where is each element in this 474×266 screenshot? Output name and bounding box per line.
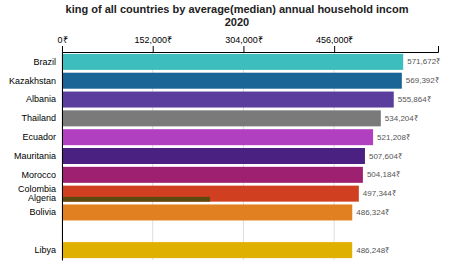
data-label: 521,208₹: [377, 133, 411, 142]
bar: [62, 148, 365, 164]
x-axis-line: [63, 46, 439, 53]
bar: [62, 186, 359, 202]
x-tick-label: 304,000₹: [225, 35, 263, 45]
y-tick-label-line: Thailand: [21, 113, 56, 123]
x-tick-mark: [334, 46, 335, 52]
x-tick: 456,000₹: [316, 35, 354, 52]
chart-svg: king of all countries by average(median)…: [0, 0, 474, 266]
bar: [62, 242, 352, 258]
bar: [62, 92, 394, 108]
bar: [62, 167, 363, 183]
y-tick-label-line: Ecuador: [22, 132, 56, 142]
y-tick-label: Thailand: [21, 113, 56, 123]
y-tick-label-line: Bolivia: [29, 207, 56, 217]
bar: [62, 54, 403, 70]
y-tick-label-line: Colombia: [18, 184, 56, 194]
y-tick: Thailand: [21, 113, 56, 123]
x-tick-mark: [153, 46, 154, 52]
x-tick: 304,000₹: [225, 35, 263, 52]
data-label: 571,672₹: [407, 57, 441, 66]
bar: [62, 129, 373, 145]
data-label: 555,864₹: [398, 95, 432, 104]
y-tick: Albania: [26, 94, 56, 104]
data-label: 504,184₹: [367, 170, 401, 179]
x-tick-label: 456,000₹: [316, 35, 354, 45]
data-label: 534,204₹: [385, 114, 419, 123]
y-tick-label: Brazil: [33, 57, 56, 67]
data-label: 486,248₹: [356, 246, 390, 255]
y-tick-label: Mauritania: [14, 151, 56, 161]
data-label: 569,392₹: [406, 76, 440, 85]
bar: [62, 73, 402, 89]
y-tick: ColombiaAlgeria: [18, 184, 56, 204]
y-tick-label: Kazakhstan: [9, 76, 56, 86]
grid-line: [62, 52, 63, 260]
x-tick-label: 0₹: [57, 35, 67, 45]
y-tick-label: Bolivia: [29, 207, 56, 217]
y-tick-label-line: Mauritania: [14, 151, 56, 161]
y-tick-label: Morocco: [21, 170, 56, 180]
y-tick-label-line: Algeria: [28, 193, 56, 203]
y-tick-label-line: Brazil: [33, 57, 56, 67]
y-tick: Mauritania: [14, 151, 56, 161]
y-tick: Brazil: [33, 57, 56, 67]
bars: [62, 54, 403, 258]
bar: [62, 197, 210, 202]
y-tick-label: Albania: [26, 94, 56, 104]
x-tick: 152,000₹: [134, 35, 172, 52]
chart-title: king of all countries by average(median)…: [66, 3, 409, 28]
y-tick: Morocco: [21, 170, 56, 180]
x-tick-label: 152,000₹: [134, 35, 172, 45]
chart-container: king of all countries by average(median)…: [0, 0, 474, 266]
y-tick: Bolivia: [29, 207, 56, 217]
y-tick-label-line: Morocco: [21, 170, 56, 180]
y-tick: Kazakhstan: [9, 76, 56, 86]
x-tick-mark: [243, 46, 244, 52]
bar: [62, 110, 381, 126]
x-tick: 0₹: [57, 35, 67, 52]
data-label: 486,324₹: [356, 208, 390, 217]
data-label: 497,344₹: [363, 189, 397, 198]
y-tick-label-line: Libya: [34, 245, 56, 255]
y-tick-label-line: Kazakhstan: [9, 76, 56, 86]
chart-title-line: king of all countries by average(median)…: [66, 3, 409, 15]
data-label: 507,604₹: [369, 152, 403, 161]
y-tick-label: Ecuador: [22, 132, 56, 142]
y-tick: Ecuador: [22, 132, 56, 142]
x-tick-mark: [62, 46, 63, 52]
y-tick: Libya: [34, 245, 56, 255]
y-tick-label-line: Albania: [26, 94, 56, 104]
chart-title-line: 2020: [225, 16, 249, 28]
y-tick-label: ColombiaAlgeria: [18, 184, 56, 204]
x-axis: 0₹ 152,000₹ 304,000₹ 456,000₹: [57, 35, 438, 53]
y-axis-line: [62, 53, 63, 261]
y-axis: Brazil Kazakhstan Albania Thailand Ecuador Ma…: [9, 53, 63, 261]
data-labels: 571,672₹ 569,392₹ 555,864₹ 534,204₹ 521,208₹…: [356, 57, 441, 254]
y-tick-label: Libya: [34, 245, 56, 255]
bar: [62, 204, 352, 220]
